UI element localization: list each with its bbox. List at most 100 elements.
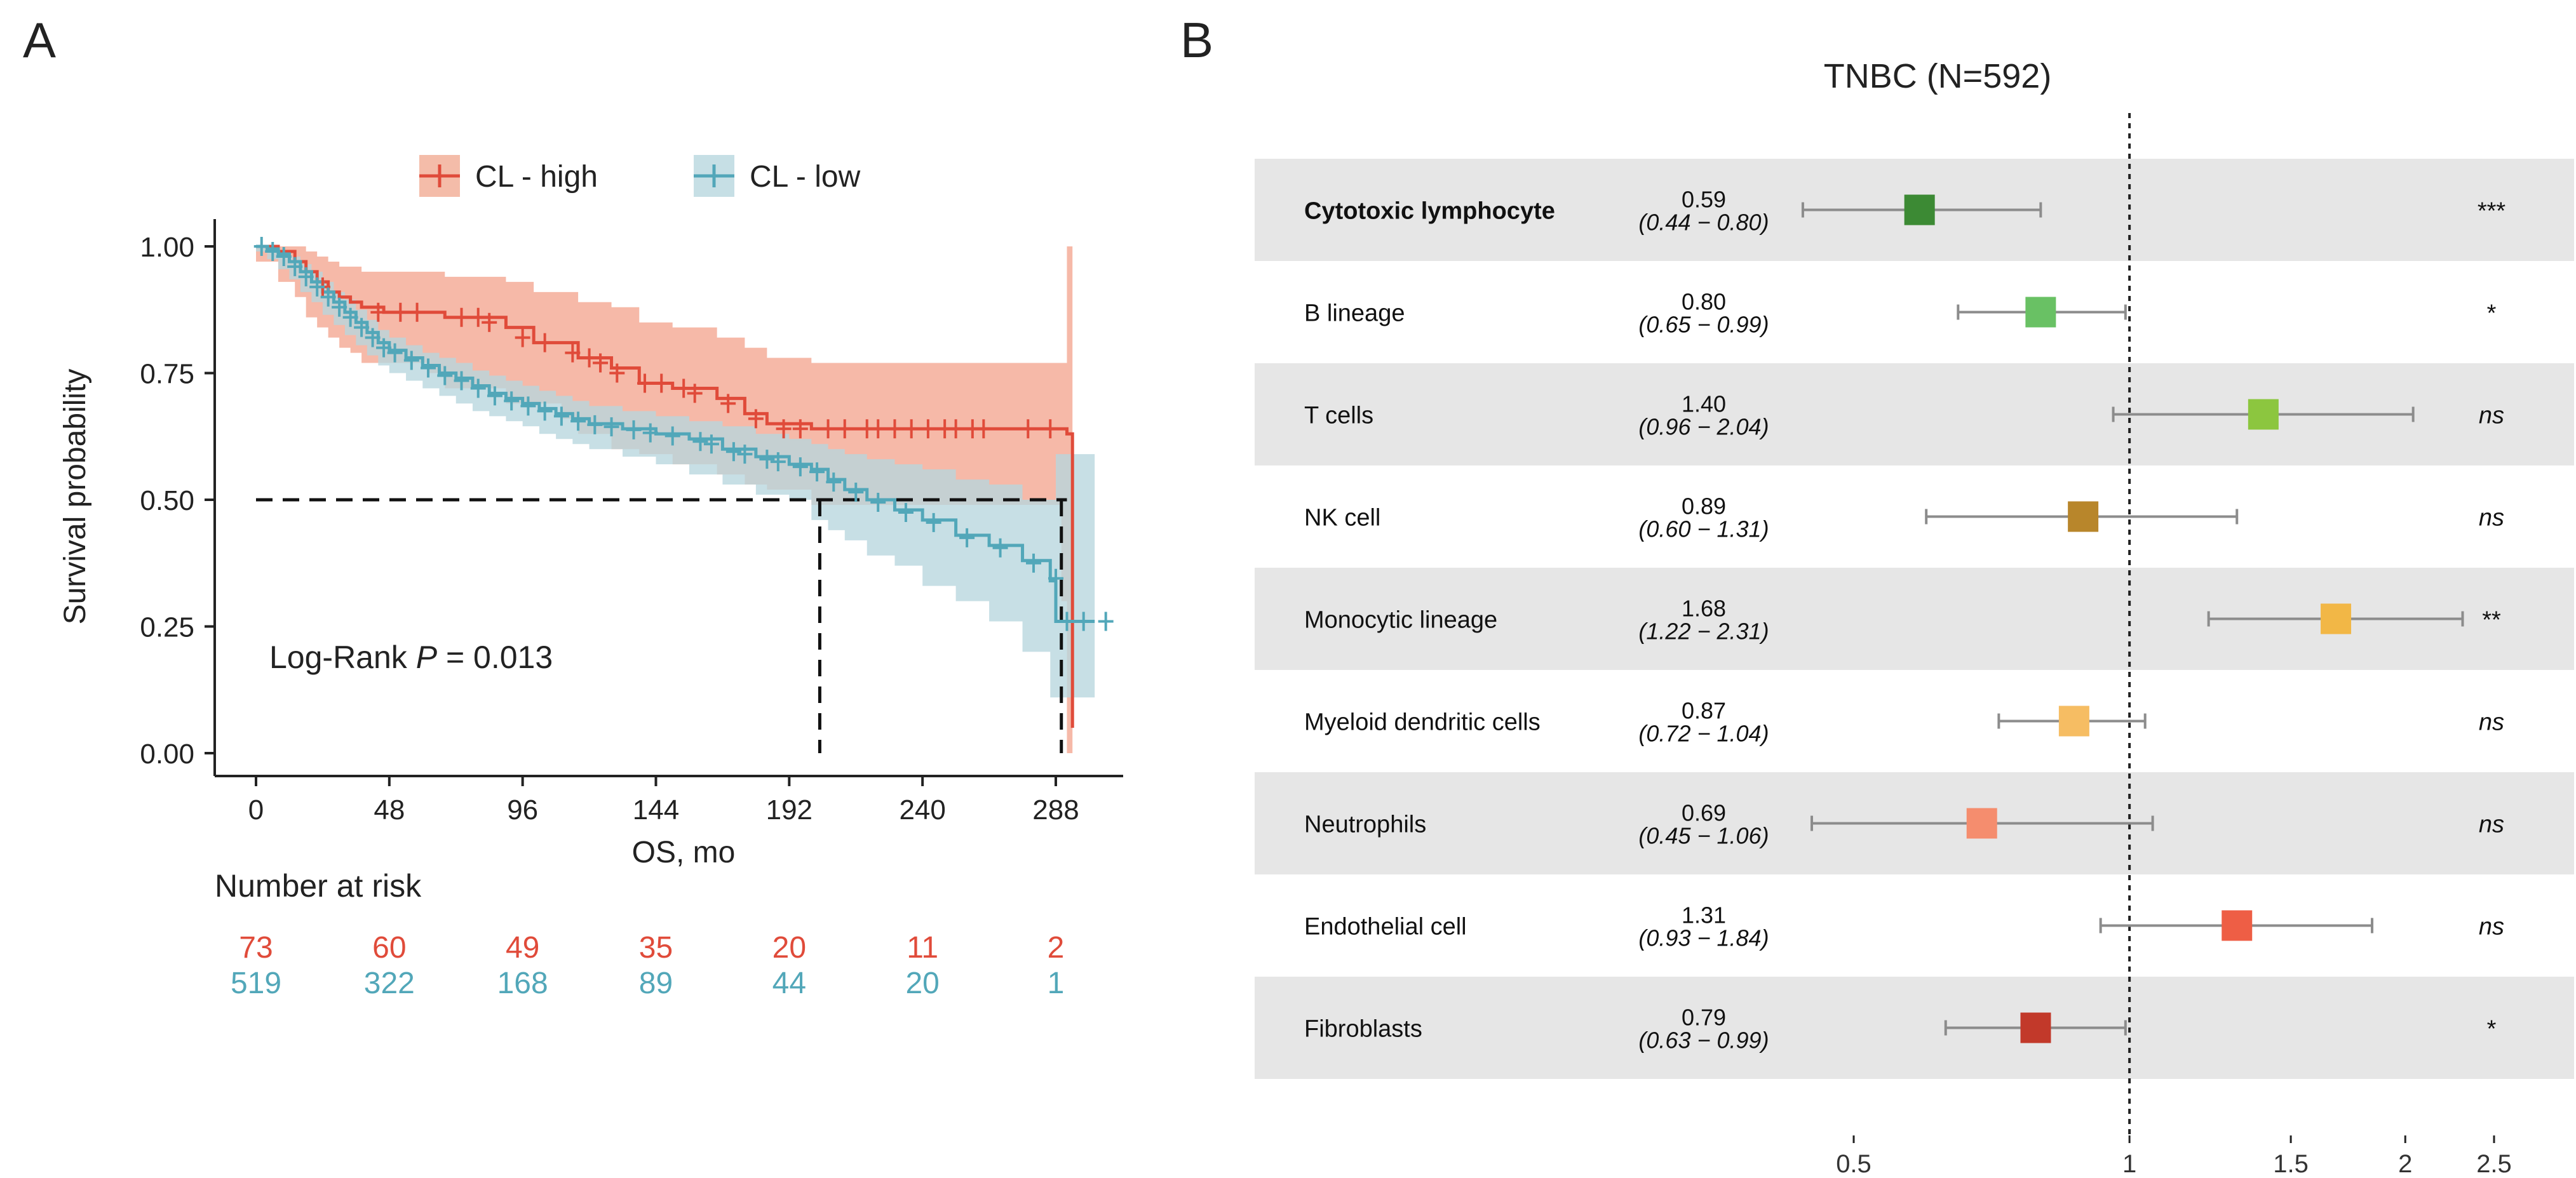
forest-row-label: NK cell	[1304, 505, 1380, 532]
km-censor-mark-high	[370, 302, 386, 322]
forest-ci-text: (0.96 − 2.04)	[1638, 414, 1769, 440]
km-y-tick-label: 0.00	[140, 739, 194, 770]
km-censor-mark-low	[276, 246, 292, 266]
forest-hr-marker	[2321, 603, 2352, 634]
km-censor-mark-high	[537, 333, 553, 352]
forest-significance: *	[2487, 1016, 2497, 1043]
km-censor-mark-high	[593, 353, 609, 373]
km-censor-mark-high	[1020, 419, 1036, 439]
risk-count-high: 60	[372, 931, 406, 965]
forest-hr-value: 1.31	[1682, 902, 1726, 928]
forest-x-tick-label: 1.5	[2273, 1150, 2309, 1178]
km-censor-mark-low	[354, 318, 370, 337]
logrank-prefix: Log-Rank	[269, 639, 416, 675]
km-x-tick-label: 96	[507, 794, 538, 826]
km-censor-mark-high	[676, 378, 692, 398]
forest-hr-marker	[2020, 1012, 2051, 1043]
forest-hr-marker	[2248, 399, 2279, 430]
km-x-tick-label: 0	[248, 794, 264, 826]
km-censor-mark-low	[642, 423, 658, 443]
forest-hr-marker	[2222, 910, 2253, 941]
forest-row: NK cell 0.89(0.60 − 1.31) ns	[1304, 493, 2504, 542]
forest-title: TNBC (N=592)	[1824, 57, 2052, 95]
forest-row: Neutrophils 0.69(0.45 − 1.06) ns	[1304, 800, 2504, 849]
forest-ci-text: (1.22 − 2.31)	[1638, 619, 1769, 645]
km-censor-mark-low	[848, 483, 864, 502]
km-censor-mark-low	[553, 406, 569, 426]
forest-ci-text: (0.72 − 1.04)	[1638, 721, 1769, 747]
forest-ci-text: (0.45 − 1.06)	[1638, 823, 1769, 849]
forest-significance: *	[2487, 300, 2497, 327]
forest-x-tick-label: 2.5	[2476, 1150, 2512, 1178]
km-censor-mark-low	[287, 257, 303, 276]
km-censor-mark-low	[826, 472, 842, 492]
km-censor-mark-low	[309, 277, 325, 297]
forest-ci-text: (0.63 − 0.99)	[1638, 1027, 1769, 1054]
km-censor-mark-low	[809, 462, 825, 482]
risk-count-high: 73	[239, 931, 273, 965]
forest-row: Monocytic lineage 1.68(1.22 − 2.31) **	[1304, 596, 2501, 645]
km-censor-mark-low	[770, 452, 786, 472]
km-censor-mark-low	[403, 351, 419, 370]
forest-hr-value: 0.89	[1682, 493, 1726, 519]
forest-significance: **	[2482, 607, 2501, 634]
km-censor-mark-low	[470, 378, 486, 398]
forest-row-label: Endothelial cell	[1304, 914, 1467, 940]
km-x-tick-label: 240	[899, 794, 945, 826]
km-censor-mark-low	[626, 420, 642, 439]
forest-x-tick-label: 0.5	[1836, 1150, 1871, 1178]
forest-row-label: Cytotoxic lymphocyte	[1304, 198, 1555, 225]
km-censor-mark-high	[654, 373, 670, 393]
panel-label-a: A	[23, 12, 56, 68]
km-x-tick-label: 144	[633, 794, 679, 826]
km-censor-mark-low	[898, 502, 914, 522]
km-censor-mark-high	[637, 373, 653, 393]
risk-count-high: 49	[506, 931, 539, 965]
risk-count-high: 11	[907, 931, 938, 965]
forest-hr-value: 0.69	[1682, 800, 1726, 826]
km-censor-mark-low	[703, 434, 719, 454]
km-censor-mark-high	[470, 307, 486, 327]
forest-hr-value: 0.79	[1682, 1005, 1726, 1031]
forest-hr-value: 0.87	[1682, 698, 1726, 724]
risk-count-high: 20	[772, 931, 806, 965]
km-censor-mark-high	[454, 307, 469, 327]
km-x-tick-label: 48	[374, 794, 405, 826]
km-censor-mark-low	[520, 396, 536, 416]
km-censor-mark-high	[515, 328, 530, 347]
forest-significance: ***	[2478, 198, 2506, 225]
km-censor-mark-high	[609, 363, 625, 383]
km-censor-mark-high	[581, 348, 597, 368]
legend-label-high: CL - high	[475, 160, 598, 194]
forest-ci-text: (0.65 − 0.99)	[1638, 312, 1769, 338]
forest-row: B lineage 0.80(0.65 − 0.99) *	[1304, 289, 2497, 338]
km-censor-mark-low	[604, 417, 619, 437]
forest-row-shade	[1255, 977, 2574, 1079]
km-legend: CL - high CL - low	[419, 155, 861, 197]
km-censor-mark-low	[737, 445, 753, 464]
km-censor-mark-high	[409, 302, 425, 322]
km-censor-mark-high	[565, 343, 581, 363]
km-censor-mark-high	[976, 419, 992, 439]
forest-hr-marker	[1966, 808, 1997, 839]
km-censor-mark-high	[837, 419, 853, 439]
forest-ci-text: (0.44 − 0.80)	[1638, 210, 1769, 236]
km-censor-mark-high	[920, 419, 936, 439]
km-censor-mark-low	[376, 338, 392, 358]
km-censor-mark-low	[725, 442, 741, 462]
km-censor-mark-high	[870, 419, 886, 439]
km-censor-mark-low	[792, 457, 808, 477]
km-censor-mark-low	[692, 432, 708, 452]
forest-hr-value: 1.40	[1682, 391, 1726, 417]
km-y-tick-label: 0.25	[140, 612, 194, 643]
km-y-tick-label: 0.75	[140, 359, 194, 390]
km-censor-mark-high	[482, 312, 497, 332]
km-censor-mark-high	[720, 394, 736, 413]
km-censor-mark-high	[887, 419, 903, 439]
km-curve-low	[256, 244, 1095, 624]
km-censor-mark-high	[748, 409, 764, 429]
forest-row-label: Neutrophils	[1304, 812, 1426, 838]
forest-hr-value: 0.80	[1682, 289, 1726, 315]
forest-significance: ns	[2479, 709, 2504, 736]
km-panel: CL - high CL - low 0.000.250.500.751.00 …	[58, 155, 1123, 1000]
